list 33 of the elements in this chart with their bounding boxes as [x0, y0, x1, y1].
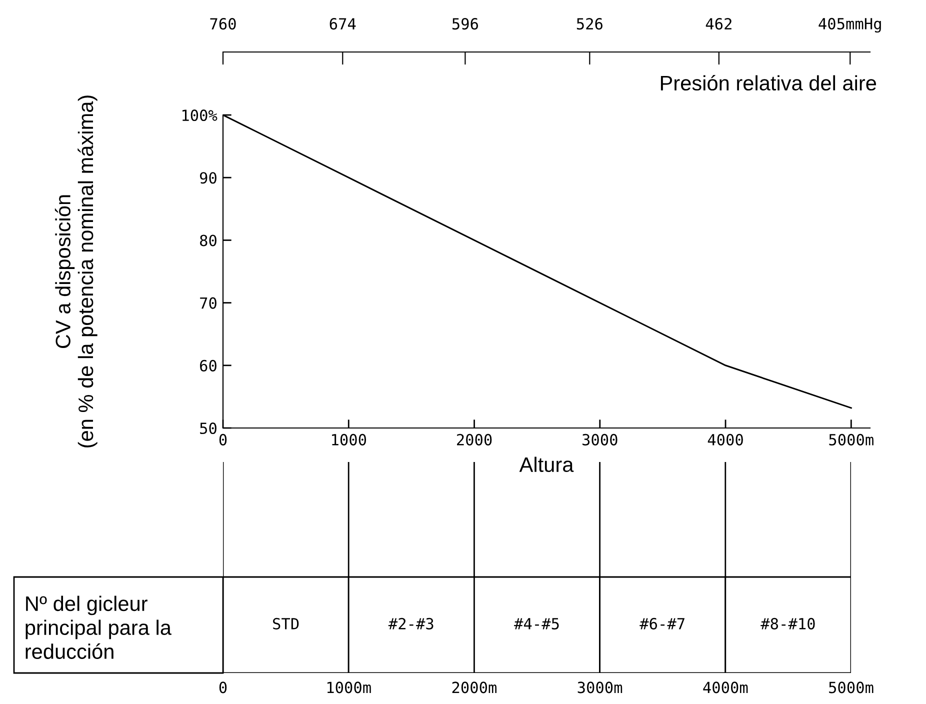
x-tick-label: 1000m [327, 682, 371, 694]
x-tick-label: 1000 [332, 434, 366, 446]
data-label: STD [273, 618, 299, 630]
x-axis-title: Altura [519, 456, 574, 472]
x-tick-label: 5000m [829, 434, 874, 446]
data-label: #8-#10 [760, 618, 815, 630]
x2-tick-label: 526 [576, 18, 602, 30]
x-tick-label: 0 [219, 434, 227, 446]
x-tick-label: 5000m [829, 682, 874, 694]
y-tick-label: 60 [200, 360, 216, 372]
x2-axis-title: Presión relativa del aire [660, 74, 876, 91]
y-tick-label: Nº del gicleur principal para la reducción [26, 596, 172, 659]
x2-tick-label: 760 [210, 18, 236, 30]
x-tick-label: 3000m [578, 682, 622, 694]
x2-tick-label: 405mmHg [818, 18, 881, 33]
x-tick-label: 3000 [582, 434, 618, 446]
x2-tick-label: 462 [706, 18, 732, 30]
x-tick-label: 2000m [452, 682, 496, 694]
y-tick-label: 100% [182, 110, 218, 122]
x2-tick-label: 674 [330, 18, 356, 30]
y-tick-label: 80 [200, 234, 216, 246]
data-label: #4-#5 [514, 618, 559, 630]
y-tick-label: 70 [200, 297, 216, 309]
y-tick-label: 50 [200, 422, 216, 434]
x-tick-label: 0 [219, 682, 227, 694]
data-label: #2-#3 [388, 618, 434, 630]
x2-tick-label: 596 [452, 18, 478, 30]
x-tick-label: 4000m [703, 682, 748, 694]
y-tick-label: 90 [200, 172, 216, 184]
x-tick-label: 2000 [457, 434, 492, 446]
data-label: #6-#7 [640, 618, 684, 630]
x-tick-label: 4000 [708, 434, 743, 446]
y-axis-title: CV a disposición (en % de la potencia nominal máxima) [54, 96, 98, 448]
